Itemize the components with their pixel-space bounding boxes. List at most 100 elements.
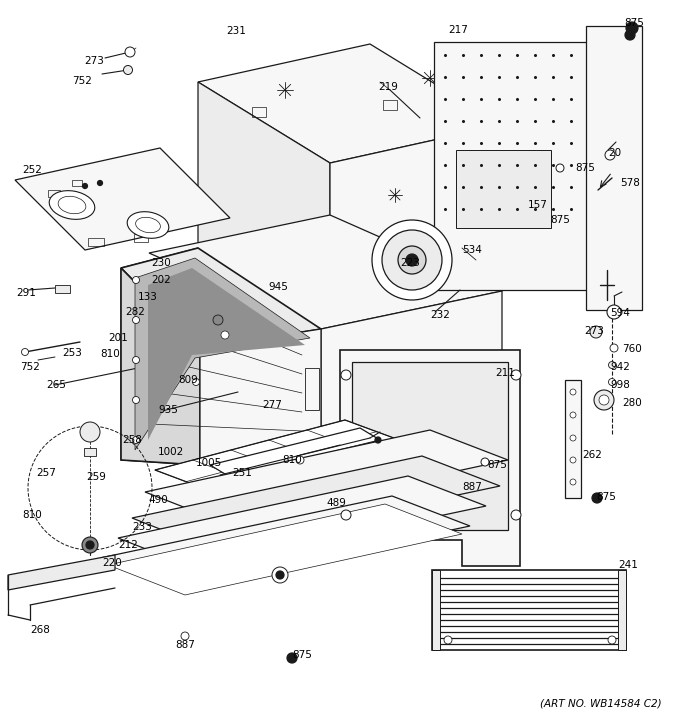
Circle shape <box>124 65 133 75</box>
Text: 211: 211 <box>495 368 515 378</box>
Circle shape <box>133 357 139 363</box>
Text: 875: 875 <box>550 215 570 225</box>
Circle shape <box>570 479 576 485</box>
Polygon shape <box>135 258 310 450</box>
Circle shape <box>570 435 576 441</box>
Text: 262: 262 <box>582 450 602 460</box>
Ellipse shape <box>58 196 86 214</box>
Circle shape <box>608 636 616 644</box>
Polygon shape <box>15 148 230 250</box>
Polygon shape <box>200 329 321 480</box>
Text: 273: 273 <box>584 326 604 336</box>
Bar <box>84 448 96 456</box>
Text: 578: 578 <box>620 178 640 188</box>
Circle shape <box>609 378 615 386</box>
Circle shape <box>607 305 621 319</box>
Circle shape <box>192 378 199 386</box>
Text: 810: 810 <box>282 455 302 465</box>
Circle shape <box>80 422 100 442</box>
Circle shape <box>341 370 351 380</box>
Circle shape <box>626 22 638 34</box>
Text: 810: 810 <box>22 510 41 520</box>
Text: (ART NO. WB14584 C2): (ART NO. WB14584 C2) <box>541 698 662 708</box>
Text: 157: 157 <box>528 200 548 210</box>
Circle shape <box>97 181 103 186</box>
Circle shape <box>213 315 223 325</box>
Text: 752: 752 <box>20 362 40 372</box>
Text: 277: 277 <box>262 400 282 410</box>
Text: 223: 223 <box>400 258 420 268</box>
Polygon shape <box>100 496 470 588</box>
Polygon shape <box>198 44 502 163</box>
Text: 258: 258 <box>122 435 142 445</box>
Polygon shape <box>8 555 115 590</box>
Text: 268: 268 <box>30 625 50 635</box>
Text: 253: 253 <box>62 348 82 358</box>
Circle shape <box>570 457 576 463</box>
Text: 251: 251 <box>232 468 252 478</box>
Bar <box>210 305 230 320</box>
Circle shape <box>272 567 288 583</box>
Circle shape <box>86 541 94 549</box>
Text: 212: 212 <box>118 540 138 550</box>
Polygon shape <box>118 476 486 568</box>
Circle shape <box>341 510 351 520</box>
Text: 280: 280 <box>622 398 642 408</box>
Text: 231: 231 <box>226 26 246 36</box>
Text: 273: 273 <box>84 56 104 66</box>
Polygon shape <box>330 125 502 329</box>
Circle shape <box>444 636 452 644</box>
Text: 935: 935 <box>158 405 178 415</box>
Bar <box>383 100 397 110</box>
Polygon shape <box>149 215 502 329</box>
Circle shape <box>181 632 189 640</box>
Text: 887: 887 <box>175 640 195 650</box>
Text: 252: 252 <box>22 165 42 175</box>
Text: 875: 875 <box>624 18 644 28</box>
Text: 217: 217 <box>448 25 468 35</box>
Circle shape <box>296 456 304 464</box>
Circle shape <box>481 458 489 466</box>
Text: 282: 282 <box>125 307 145 317</box>
Circle shape <box>570 412 576 418</box>
Text: 259: 259 <box>86 472 106 482</box>
Polygon shape <box>352 362 508 530</box>
Circle shape <box>82 537 98 553</box>
Text: 875: 875 <box>487 460 507 470</box>
Text: 1005: 1005 <box>196 458 222 468</box>
Circle shape <box>599 395 609 405</box>
Text: 887: 887 <box>462 482 482 492</box>
Text: 875: 875 <box>292 650 312 660</box>
Polygon shape <box>121 268 200 465</box>
Text: 489: 489 <box>326 498 346 508</box>
Text: 942: 942 <box>610 362 630 372</box>
Text: 809: 809 <box>178 375 198 385</box>
Bar <box>565 380 581 498</box>
Text: 760: 760 <box>622 344 642 354</box>
Bar <box>305 368 319 410</box>
Text: 291: 291 <box>16 288 36 298</box>
Circle shape <box>511 370 521 380</box>
Circle shape <box>372 220 452 300</box>
Circle shape <box>511 510 521 520</box>
Polygon shape <box>121 248 321 348</box>
Text: 233: 233 <box>132 522 152 532</box>
Text: 752: 752 <box>72 76 92 86</box>
Text: 1002: 1002 <box>158 447 184 457</box>
Circle shape <box>605 150 615 160</box>
Ellipse shape <box>135 218 160 233</box>
Circle shape <box>276 571 284 579</box>
Circle shape <box>133 317 139 323</box>
Circle shape <box>287 653 297 663</box>
Circle shape <box>594 390 614 410</box>
Circle shape <box>382 230 442 290</box>
Bar <box>618 570 626 650</box>
Ellipse shape <box>49 191 95 220</box>
Circle shape <box>22 349 29 355</box>
Text: 945: 945 <box>268 282 288 292</box>
Bar <box>72 180 82 186</box>
Bar <box>48 190 60 197</box>
Circle shape <box>133 397 139 404</box>
Circle shape <box>125 47 135 57</box>
Polygon shape <box>155 420 440 505</box>
